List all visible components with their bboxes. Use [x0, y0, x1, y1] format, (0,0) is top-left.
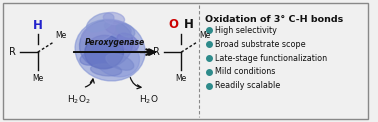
- Text: H$_2$O: H$_2$O: [139, 93, 159, 106]
- Text: Me: Me: [32, 74, 43, 83]
- Text: Late-stage functionalization: Late-stage functionalization: [215, 54, 327, 63]
- Text: Oxidation of 3° C-H bonds: Oxidation of 3° C-H bonds: [205, 15, 343, 24]
- Text: Peroxygenase: Peroxygenase: [85, 38, 145, 47]
- Text: Readily scalable: Readily scalable: [215, 81, 280, 90]
- Text: H: H: [184, 18, 194, 31]
- Ellipse shape: [105, 21, 131, 36]
- Text: Broad substrate scope: Broad substrate scope: [215, 40, 305, 49]
- Text: O: O: [168, 18, 178, 31]
- Text: High selectivity: High selectivity: [215, 26, 277, 35]
- Ellipse shape: [103, 12, 125, 25]
- Ellipse shape: [85, 35, 124, 69]
- Ellipse shape: [92, 35, 139, 77]
- Text: H: H: [33, 19, 43, 32]
- Text: Me: Me: [55, 31, 67, 40]
- Ellipse shape: [75, 19, 145, 81]
- Ellipse shape: [87, 13, 114, 32]
- Ellipse shape: [117, 33, 138, 51]
- Text: Me: Me: [199, 31, 210, 40]
- Text: H$_2$O$_2$: H$_2$O$_2$: [67, 93, 91, 106]
- Ellipse shape: [79, 20, 133, 68]
- Text: R: R: [153, 47, 160, 57]
- Ellipse shape: [106, 54, 134, 70]
- Ellipse shape: [80, 51, 107, 65]
- Ellipse shape: [116, 24, 135, 37]
- Ellipse shape: [91, 64, 122, 76]
- Text: Me: Me: [176, 74, 187, 83]
- Ellipse shape: [82, 22, 115, 43]
- Text: R: R: [9, 47, 16, 57]
- Text: Mild conditions: Mild conditions: [215, 67, 275, 76]
